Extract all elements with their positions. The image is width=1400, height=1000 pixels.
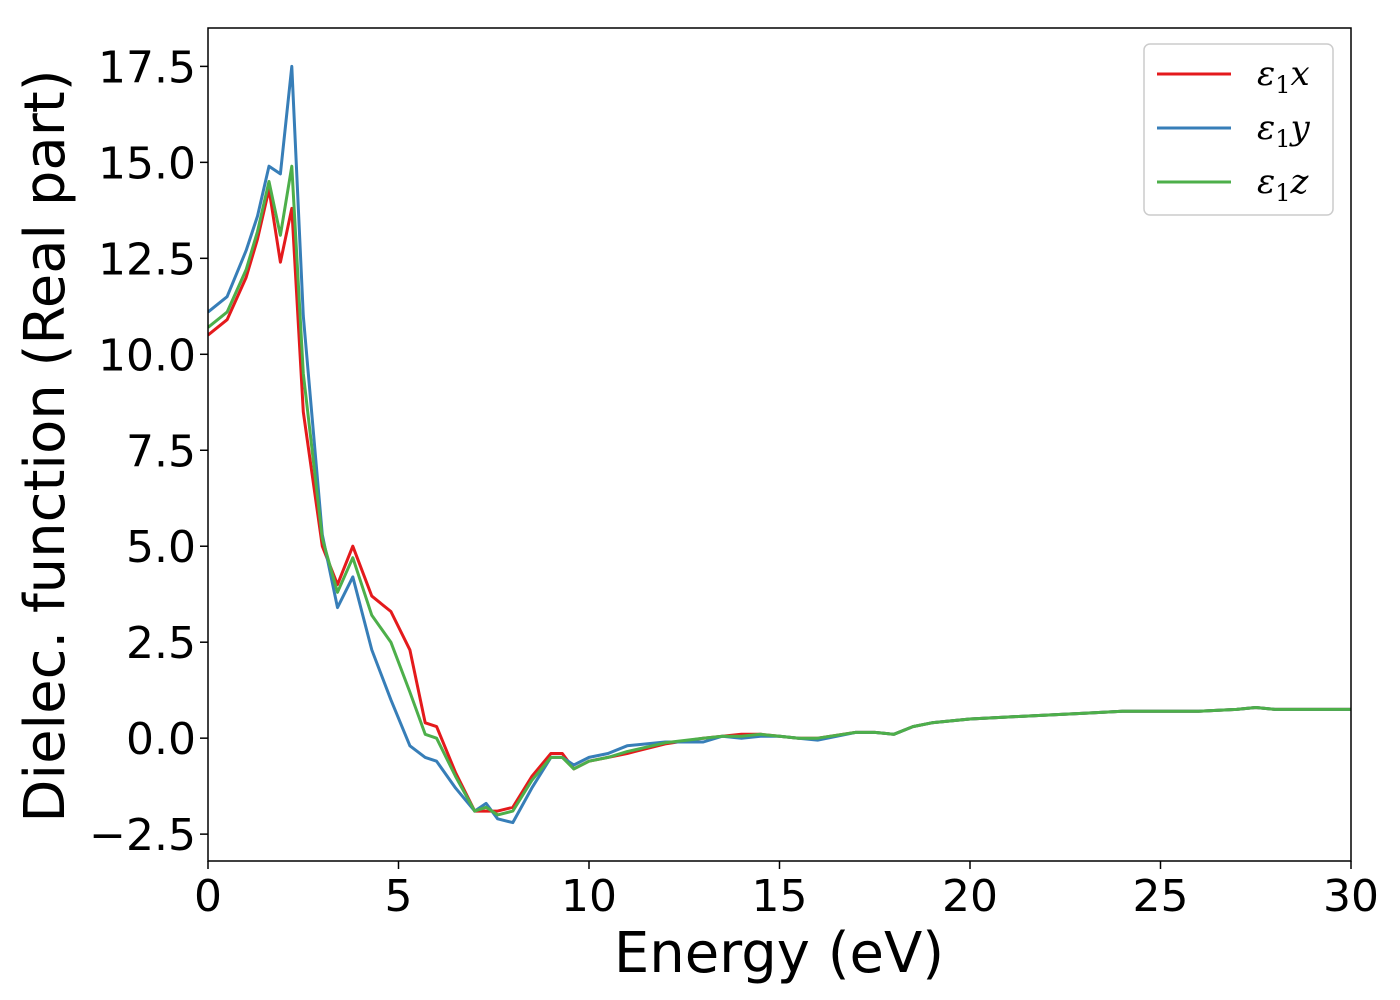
x-tick-label: 10 bbox=[561, 871, 617, 922]
x-tick-label: 0 bbox=[194, 871, 222, 922]
y-tick-label: 10.0 bbox=[98, 330, 196, 381]
x-axis-title: Energy (eV) bbox=[614, 921, 944, 986]
y-tick-label: 5.0 bbox=[126, 522, 196, 573]
legend: ε1x ε1y ε1z bbox=[1143, 43, 1334, 216]
x-tick-label: 30 bbox=[1323, 871, 1379, 922]
y-tick-label: −2.5 bbox=[89, 810, 196, 861]
y-tick-label: 17.5 bbox=[98, 42, 196, 93]
y-tick-label: 2.5 bbox=[126, 618, 196, 669]
y-tick-label: 0.0 bbox=[126, 714, 196, 765]
x-tick-label: 15 bbox=[752, 871, 808, 922]
x-tick-label: 5 bbox=[385, 871, 413, 922]
legend-box bbox=[1143, 43, 1334, 216]
y-tick-label: 12.5 bbox=[98, 234, 196, 285]
x-tick-label: 20 bbox=[942, 871, 998, 922]
legend-label-y: ε1y bbox=[1257, 108, 1311, 153]
legend-label-z: ε1z bbox=[1257, 162, 1310, 207]
legend-label-x: ε1x bbox=[1257, 54, 1310, 99]
x-tick-label: 25 bbox=[1133, 871, 1189, 922]
y-tick-label: 15.0 bbox=[98, 138, 196, 189]
y-tick-label: 7.5 bbox=[126, 426, 196, 477]
y-axis-title: Dielec. function (Real part) bbox=[13, 69, 78, 822]
axis-ticks: 0 5 10 15 20 25 30 −2.5 0.0 2.5 5.0 7.5 10.0 12.5 15.0… bbox=[89, 42, 1379, 922]
series-line-z bbox=[208, 164, 1351, 817]
series-line-x bbox=[208, 187, 1351, 813]
